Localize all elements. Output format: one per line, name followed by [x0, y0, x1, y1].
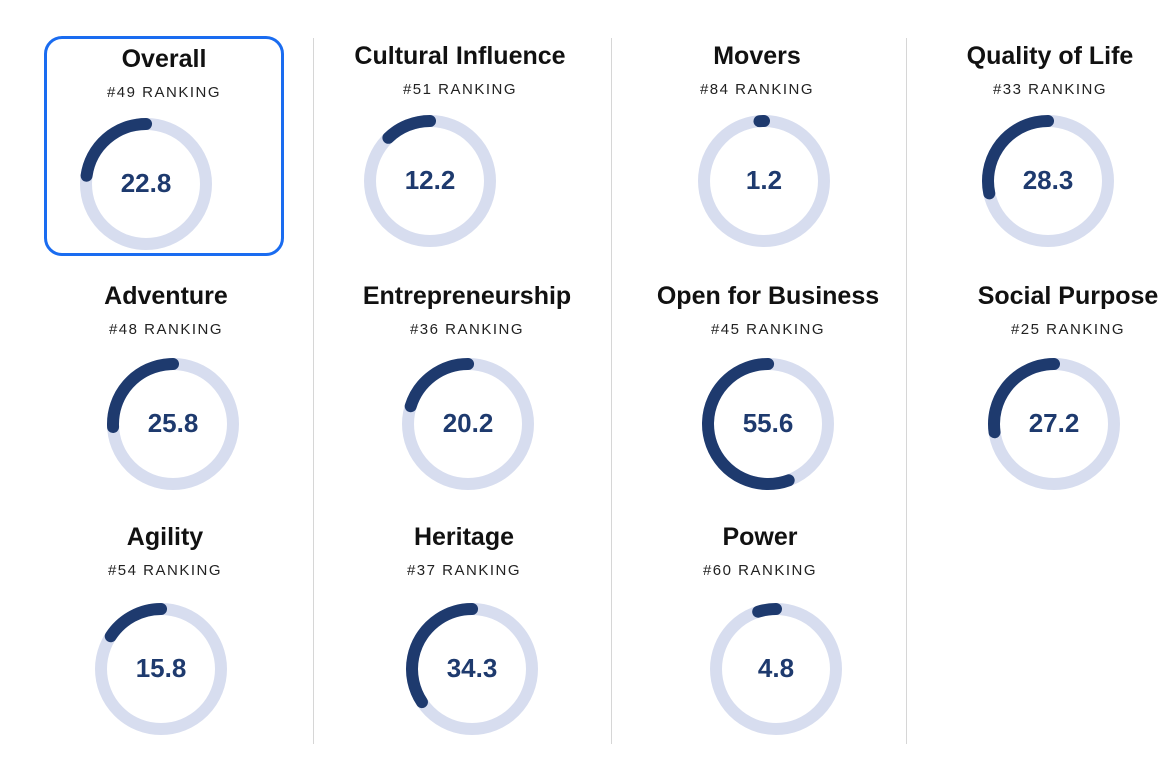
gauge-arc: [406, 603, 538, 735]
score-title: Adventure: [104, 282, 228, 310]
ranking-label: #84 RANKING: [699, 81, 815, 98]
score-value: 27.2: [1028, 408, 1080, 438]
score-value: 34.3: [446, 653, 498, 683]
column-divider: [906, 38, 907, 744]
score-title: Overall: [121, 45, 207, 73]
score-value: 4.8: [757, 653, 795, 683]
ranking-label: #36 RANKING: [409, 321, 525, 338]
gauge-arc: [401, 358, 534, 490]
score-card[interactable]: Overall #49 RANKING 22.8: [44, 36, 284, 256]
ranking-label: #60 RANKING: [702, 562, 818, 579]
score-value: 15.8: [135, 653, 187, 683]
score-card[interactable]: Cultural Influence #51 RANKING 12.2: [340, 36, 580, 256]
gauge-arc: [95, 603, 227, 735]
score-gauge: [364, 115, 496, 247]
ranking-label: #37 RANKING: [406, 562, 522, 579]
gauge-arc: [982, 115, 1114, 247]
score-card[interactable]: Open for Business #45 RANKING 55.6: [648, 276, 888, 496]
gauge-arc: [107, 358, 239, 490]
gauge-arc: [988, 358, 1120, 490]
gauge-arc: [702, 358, 834, 490]
ranking-label: #48 RANKING: [108, 321, 224, 338]
score-title: Movers: [713, 42, 801, 70]
score-card[interactable]: Agility #54 RANKING 15.8: [45, 517, 285, 737]
score-card[interactable]: Adventure #48 RANKING 25.8: [46, 276, 286, 496]
score-value: 25.8: [147, 408, 199, 438]
score-gauge: [710, 602, 842, 735]
column-divider: [611, 38, 612, 744]
score-value: 1.2: [745, 165, 783, 195]
ranking-label: #33 RANKING: [992, 81, 1108, 98]
score-title: Power: [722, 523, 798, 551]
score-value: 12.2: [404, 165, 456, 195]
score-card[interactable]: Social Purpose #25 RANKING 27.2: [948, 276, 1170, 496]
column-divider: [313, 38, 314, 744]
score-title: Open for Business: [656, 282, 880, 310]
score-card[interactable]: Quality of Life #33 RANKING 28.3: [930, 36, 1170, 256]
score-gauge: [406, 603, 538, 735]
score-title: Quality of Life: [966, 42, 1134, 70]
ranking-label: #25 RANKING: [1010, 321, 1126, 338]
score-card[interactable]: Heritage #37 RANKING 34.3: [344, 517, 584, 737]
score-gauge: [80, 117, 212, 250]
gauge-arc: [364, 115, 496, 247]
gauge-arc: [80, 117, 212, 250]
ranking-label: #49 RANKING: [106, 84, 222, 101]
score-gauge: [698, 115, 830, 247]
score-title: Cultural Influence: [354, 42, 566, 70]
score-gauge: [107, 358, 239, 490]
score-value: 55.6: [742, 408, 794, 438]
score-card[interactable]: Power #60 RANKING 4.8: [640, 517, 880, 737]
score-value: 28.3: [1022, 165, 1074, 195]
score-title: Social Purpose: [977, 282, 1159, 310]
score-gauge: [702, 358, 834, 490]
score-gauge: [95, 603, 227, 735]
score-title: Heritage: [413, 523, 515, 551]
score-card[interactable]: Movers #84 RANKING 1.2: [637, 36, 877, 256]
ranking-label: #51 RANKING: [402, 81, 518, 98]
score-title: Entrepreneurship: [362, 282, 572, 310]
score-gauge: [401, 358, 534, 490]
score-title: Agility: [126, 523, 204, 551]
score-gauge: [982, 115, 1114, 247]
score-card[interactable]: Entrepreneurship #36 RANKING 20.2: [347, 276, 587, 496]
gauge-arc: [698, 115, 830, 247]
gauge-arc: [710, 602, 842, 735]
ranking-label: #54 RANKING: [107, 562, 223, 579]
score-gauge: [988, 358, 1120, 490]
ranking-label: #45 RANKING: [710, 321, 826, 338]
score-value: 22.8: [120, 168, 172, 198]
score-value: 20.2: [442, 408, 494, 438]
